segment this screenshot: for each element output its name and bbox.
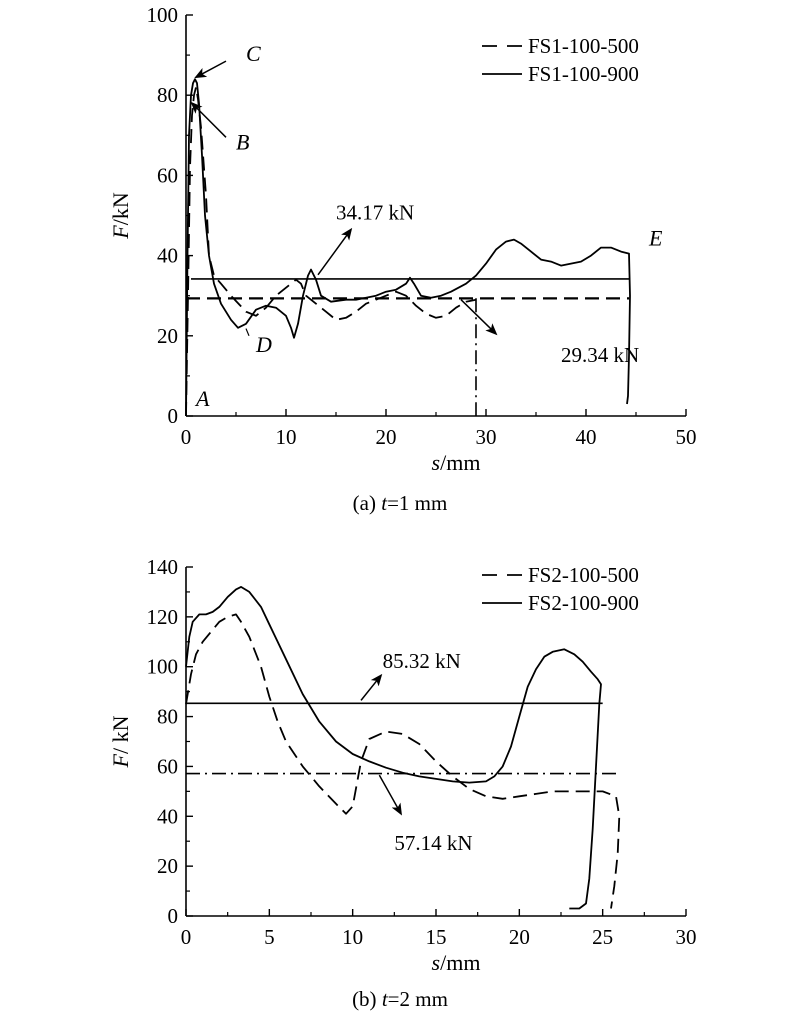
chart-b-x-axis-unit: /mm bbox=[440, 950, 480, 975]
chart-a-x-axis-var: s bbox=[432, 450, 441, 475]
chart-a-x-axis-label: s/mm bbox=[432, 450, 481, 475]
chart-b-caption-prefix: (b) bbox=[352, 987, 382, 1011]
chart-a-x-tick-label: 40 bbox=[576, 425, 597, 449]
chart-b-x-axis-var: s bbox=[432, 950, 441, 975]
chart-b-x-tick-label: 15 bbox=[426, 925, 447, 949]
chart-b-x-axis-label: s/mm bbox=[432, 950, 481, 975]
chart-a-series-solid-line bbox=[185, 78, 631, 417]
chart-b-y-tick-label: 140 bbox=[147, 555, 179, 579]
chart-a-point-label-e: E bbox=[648, 226, 663, 251]
chart-b-series-dashed-line bbox=[185, 613, 621, 909]
chart-b-annotation-arrow-1 bbox=[378, 774, 402, 816]
chart-a-x-tick-label: 20 bbox=[376, 425, 397, 449]
chart-a-x-axis-unit: /mm bbox=[440, 450, 480, 475]
chart-a-y-axis-var: F bbox=[108, 225, 133, 240]
chart-b-caption: (b) t=2 mm bbox=[352, 987, 448, 1011]
chart-a-series-dashed-line bbox=[185, 86, 477, 417]
chart-a-caption-var: t bbox=[381, 491, 388, 515]
chart-a-point-label-d: D bbox=[255, 332, 272, 357]
chart-b-y-tick-label: 0 bbox=[168, 904, 179, 928]
chart-a-x-tick-label: 30 bbox=[476, 425, 497, 449]
chart-a-caption: (a) t=1 mm bbox=[353, 491, 448, 515]
chart-b-y-tick-label: 100 bbox=[147, 655, 179, 679]
chart-b-x-tick-label: 25 bbox=[592, 925, 613, 949]
chart-a-annotation-label-0: 34.17 kN bbox=[336, 201, 414, 225]
chart-a-annotation-label-1: 29.34 kN bbox=[561, 343, 639, 367]
chart-b-x-tick-label: 0 bbox=[181, 925, 192, 949]
chart-a-x-tick-label: 0 bbox=[181, 425, 192, 449]
chart-b-y-tick-label: 60 bbox=[157, 754, 178, 778]
chart-b: 0 5 10 15 20 25 30 0 20 40 60 80 100 120 140 s/mm F/ kN (… bbox=[108, 555, 697, 1011]
chart-a-y-tick-label: 0 bbox=[168, 404, 179, 428]
chart-b-legend-label-1: FS2-100-900 bbox=[528, 591, 639, 615]
chart-b-annotation-label-1: 57.14 kN bbox=[394, 831, 472, 855]
chart-a-point-leader-3 bbox=[245, 328, 250, 337]
chart-b-annotation-label-0: 85.32 kN bbox=[383, 649, 461, 673]
chart-a-caption-rest: =1 mm bbox=[387, 491, 447, 515]
chart-a-point-label-a: A bbox=[194, 386, 210, 411]
chart-a: 0 10 20 30 40 50 0 20 40 60 80 100 s/mm F/kN (a) t=1 m… bbox=[108, 3, 697, 515]
chart-a-point-arrow-1 bbox=[190, 101, 227, 138]
chart-b-series-solid-line bbox=[185, 586, 602, 910]
chart-b-x-tick-label: 20 bbox=[509, 925, 530, 949]
chart-b-y-tick-label: 120 bbox=[147, 605, 179, 629]
chart-b-y-axis-label: F/ kN bbox=[108, 715, 133, 768]
chart-b-y-tick-label: 40 bbox=[157, 804, 178, 828]
chart-a-y-tick-label: 60 bbox=[157, 163, 178, 187]
chart-a-y-tick-label: 100 bbox=[147, 3, 179, 27]
chart-b-x-tick-label: 10 bbox=[342, 925, 363, 949]
chart-b-y-axis-unit: / kN bbox=[108, 715, 133, 754]
chart-a-annotation-arrow-1 bbox=[460, 299, 498, 336]
chart-a-caption-prefix: (a) bbox=[353, 491, 382, 515]
chart-a-x-tick-label: 50 bbox=[676, 425, 697, 449]
chart-a-point-label-c: C bbox=[246, 41, 261, 66]
chart-a-legend-label-1: FS1-100-900 bbox=[528, 62, 639, 86]
chart-b-x-tick-label: 5 bbox=[264, 925, 275, 949]
chart-a-y-tick-label: 80 bbox=[157, 83, 178, 107]
chart-a-x-tick-label: 10 bbox=[276, 425, 297, 449]
chart-a-y-axis-label: F/kN bbox=[108, 192, 133, 240]
chart-a-point-arrow-0 bbox=[194, 60, 227, 79]
chart-b-annotation-arrow-0 bbox=[360, 673, 383, 701]
chart-b-x-tick-label: 30 bbox=[676, 925, 697, 949]
chart-b-caption-var: t bbox=[382, 987, 389, 1011]
chart-a-y-tick-label: 20 bbox=[157, 324, 178, 348]
chart-b-legend-label-0: FS2-100-500 bbox=[528, 563, 639, 587]
chart-a-point-label-b: B bbox=[236, 129, 249, 154]
chart-a-y-axis-unit: /kN bbox=[108, 192, 133, 225]
chart-b-caption-rest: =2 mm bbox=[388, 987, 448, 1011]
chart-b-y-tick-label: 80 bbox=[157, 705, 178, 729]
chart-a-annotation-arrow-0 bbox=[317, 227, 353, 276]
chart-b-y-tick-label: 20 bbox=[157, 854, 178, 878]
chart-b-y-axis-var: F bbox=[108, 753, 133, 768]
chart-a-y-tick-label: 40 bbox=[157, 244, 178, 268]
chart-a-legend-label-0: FS1-100-500 bbox=[528, 34, 639, 58]
